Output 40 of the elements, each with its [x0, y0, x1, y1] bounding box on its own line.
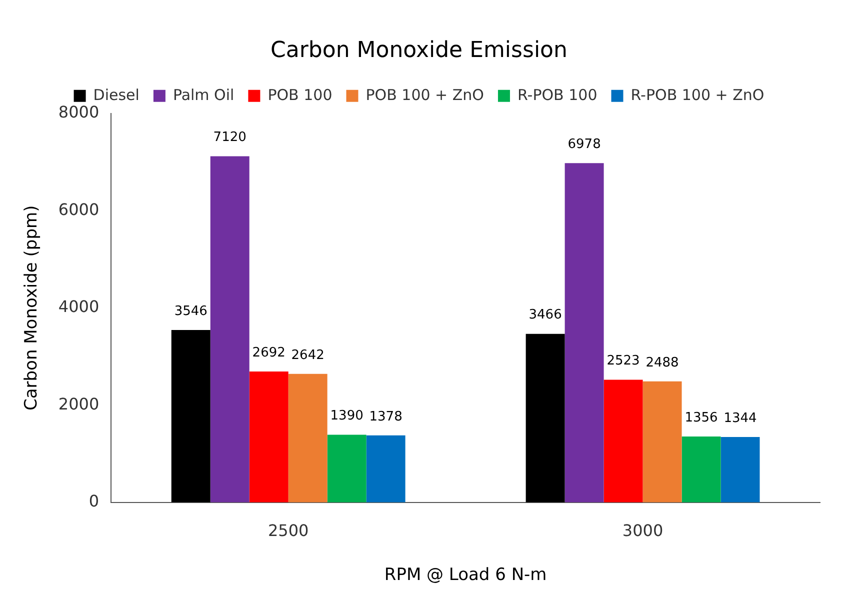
bar: [210, 156, 250, 502]
x-tick-label: 2500: [268, 521, 309, 540]
y-tick-label: 2000: [58, 394, 100, 414]
legend-label: Diesel: [93, 86, 140, 104]
legend-label: POB 100 + ZnO: [366, 86, 484, 104]
legend-label: Palm Oil: [172, 86, 234, 104]
data-label: 1344: [724, 410, 757, 426]
data-label: 3466: [528, 308, 562, 323]
data-label: 6978: [568, 136, 601, 152]
x-axis-title: RPM @ Load 6 N-m: [384, 565, 547, 586]
data-label: 3546: [174, 304, 208, 319]
legend-label: POB 100: [268, 86, 332, 104]
data-label: 1378: [369, 409, 402, 424]
bar: [288, 374, 328, 502]
legend-label: R-POB 100: [517, 86, 598, 104]
data-label: 1356: [684, 410, 718, 426]
y-axis-title: Carbon Monoxide (ppm): [22, 205, 42, 411]
bar: [604, 380, 643, 502]
y-tick-label: 8000: [58, 102, 100, 122]
bar: [526, 334, 565, 502]
chart-title: Carbon Monoxide Emission: [270, 38, 568, 63]
x-tick-label: 3000: [622, 521, 664, 540]
bar: [171, 330, 210, 502]
data-label: 1390: [330, 408, 364, 424]
bar: [720, 437, 760, 502]
bar: [366, 435, 406, 502]
legend-label: R-POB 100 + ZnO: [630, 86, 764, 104]
data-label: 2692: [252, 345, 286, 360]
y-tick-label: 6000: [58, 200, 100, 219]
y-tick-label: 0: [88, 492, 100, 511]
data-label: 7120: [213, 130, 246, 146]
data-label: 2642: [291, 348, 324, 363]
bar: [564, 163, 604, 502]
bar: [327, 434, 366, 502]
bar: [642, 381, 682, 502]
data-label: 2523: [606, 354, 640, 369]
bar: [682, 436, 721, 502]
y-tick-label: 4000: [58, 297, 100, 316]
data-label: 2488: [646, 355, 679, 370]
bar: [249, 372, 288, 502]
